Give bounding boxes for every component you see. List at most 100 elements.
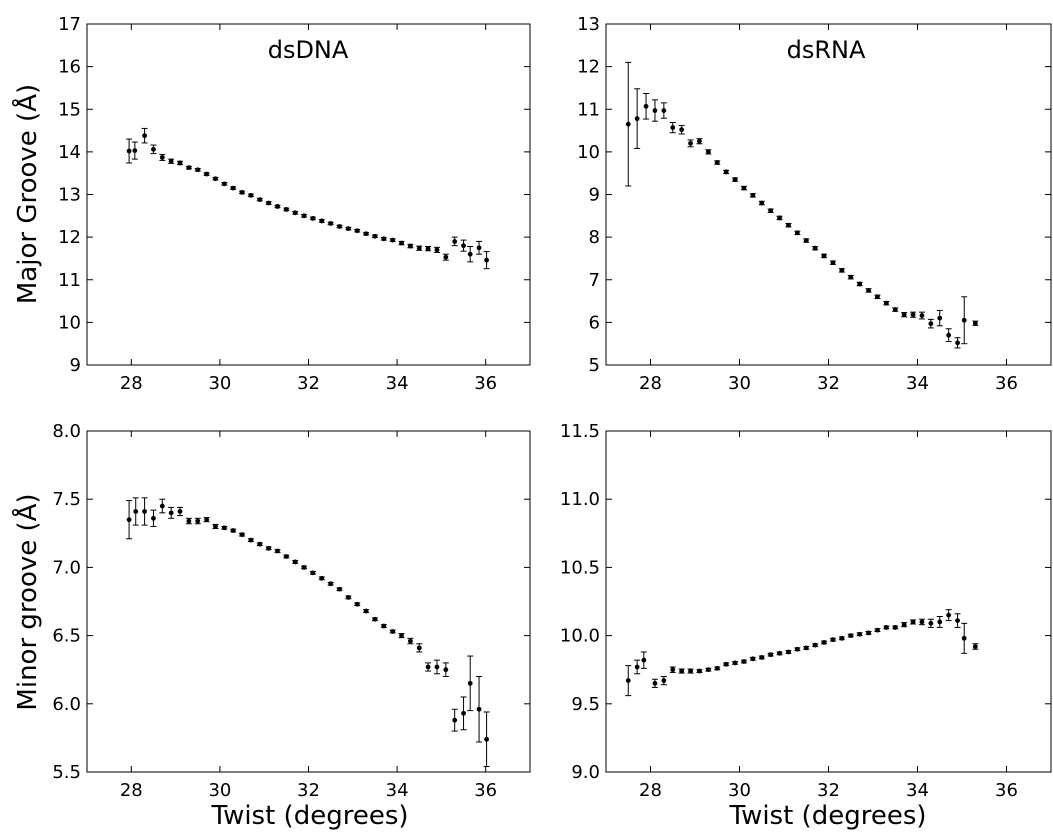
- y-tick-label: 6.0: [52, 694, 81, 715]
- data-point: [425, 664, 431, 670]
- data-point: [857, 281, 863, 287]
- data-point: [407, 243, 413, 249]
- data-point: [679, 668, 685, 674]
- data-point: [195, 518, 201, 524]
- data-point: [928, 620, 934, 626]
- data-point: [883, 625, 889, 630]
- data-point: [230, 528, 236, 533]
- data-point: [283, 207, 289, 212]
- data-point: [168, 158, 174, 164]
- data-point: [345, 226, 351, 232]
- data-point: [961, 317, 967, 323]
- data-point: [883, 300, 889, 306]
- data-point: [634, 116, 640, 122]
- data-point: [892, 307, 898, 312]
- data-point: [625, 678, 631, 684]
- data-point: [310, 215, 316, 221]
- data-point: [126, 148, 132, 154]
- data-point: [204, 517, 210, 523]
- data-point: [641, 657, 647, 663]
- data-point: [857, 631, 863, 637]
- x-tick-label: 36: [995, 373, 1018, 394]
- y-tick-label: 7.5: [52, 489, 81, 510]
- data-point: [723, 169, 729, 175]
- data-point: [830, 260, 836, 266]
- data-point: [652, 108, 658, 113]
- y-tick-label: 10.0: [560, 626, 600, 647]
- data-point: [390, 629, 396, 634]
- y-tick-label: 6: [589, 312, 600, 333]
- data-point: [230, 185, 236, 191]
- data-point: [337, 586, 342, 592]
- y-tick-label: 11: [58, 270, 81, 291]
- data-point: [830, 637, 836, 643]
- panel-minor-groove-dsrna: 28 30 32 34 36 9.0 9.5 10.0 10.5 11.0 11.5 Twist (…: [560, 421, 1052, 831]
- y-tick-label: 12: [58, 227, 81, 248]
- data-point: [221, 525, 227, 531]
- panel-major-groove-dsrna: 28 30 32 34 36 5 6 7 8 9 10 11 12 13 dsRNA: [577, 14, 1052, 394]
- y-tick-label: 13: [58, 185, 81, 206]
- data-point: [714, 160, 720, 165]
- data-point: [955, 618, 960, 623]
- panel-title: dsRNA: [787, 36, 866, 64]
- data-point: [732, 660, 738, 666]
- data-point: [794, 646, 800, 652]
- plot-frame: [86, 23, 531, 366]
- y-tick-label: 11.0: [560, 489, 600, 510]
- data-point: [133, 509, 139, 514]
- data-point: [670, 667, 676, 673]
- plot-frame: [605, 23, 1052, 366]
- data-point: [946, 612, 952, 618]
- y-tick-label: 9.5: [571, 694, 600, 715]
- x-tick-label: 30: [728, 780, 751, 801]
- data-point: [625, 121, 631, 127]
- data-point: [476, 706, 482, 712]
- data-point: [892, 625, 898, 630]
- data-point: [634, 664, 640, 670]
- data-point: [839, 267, 845, 273]
- data-points: [625, 609, 979, 697]
- y-tick-label: 8: [589, 227, 600, 248]
- data-point: [283, 554, 289, 559]
- data-point: [159, 155, 165, 160]
- data-point: [803, 645, 809, 651]
- data-point: [768, 652, 774, 658]
- data-point: [443, 254, 449, 260]
- data-point: [910, 312, 916, 318]
- data-point: [937, 619, 943, 625]
- data-point: [363, 608, 369, 614]
- y-tick-label: 7: [589, 270, 600, 291]
- data-point: [812, 642, 818, 648]
- tick-marks: [606, 23, 1051, 366]
- data-point: [275, 204, 280, 209]
- data-point: [319, 218, 325, 224]
- plot-frame: [605, 430, 1052, 773]
- tick-labels: 28 30 32 34 36 5.5 6.0 6.5 7.0 7.5 8.0: [52, 421, 497, 801]
- data-point: [821, 253, 827, 259]
- x-tick-label: 32: [297, 373, 320, 394]
- data-point: [910, 619, 916, 625]
- y-tick-label: 16: [58, 57, 81, 78]
- data-point: [777, 215, 782, 221]
- data-point: [697, 138, 702, 144]
- y-axis-label: Major Groove (Å): [11, 84, 43, 304]
- tick-labels: 28 30 32 34 36 9.0 9.5 10.0 10.5 11.0 11.5: [560, 421, 1018, 801]
- x-tick-label: 28: [120, 780, 143, 801]
- data-point: [866, 630, 871, 636]
- data-point: [132, 148, 138, 153]
- panel-minor-groove-dsdna: 28 30 32 34 36 5.5 6.0 6.5 7.0 7.5 8.0 Twist (degr…: [11, 421, 531, 831]
- data-point: [381, 236, 387, 242]
- data-point: [319, 575, 325, 581]
- data-point: [416, 645, 422, 651]
- data-points: [126, 497, 490, 768]
- data-point: [257, 541, 263, 547]
- x-tick-label: 28: [120, 373, 143, 394]
- data-point: [848, 633, 854, 638]
- data-point: [901, 622, 907, 628]
- data-point: [652, 680, 658, 686]
- data-point: [390, 237, 396, 243]
- data-point: [248, 192, 254, 198]
- data-point: [142, 509, 147, 514]
- x-tick-label: 34: [906, 373, 929, 394]
- data-point: [177, 509, 183, 514]
